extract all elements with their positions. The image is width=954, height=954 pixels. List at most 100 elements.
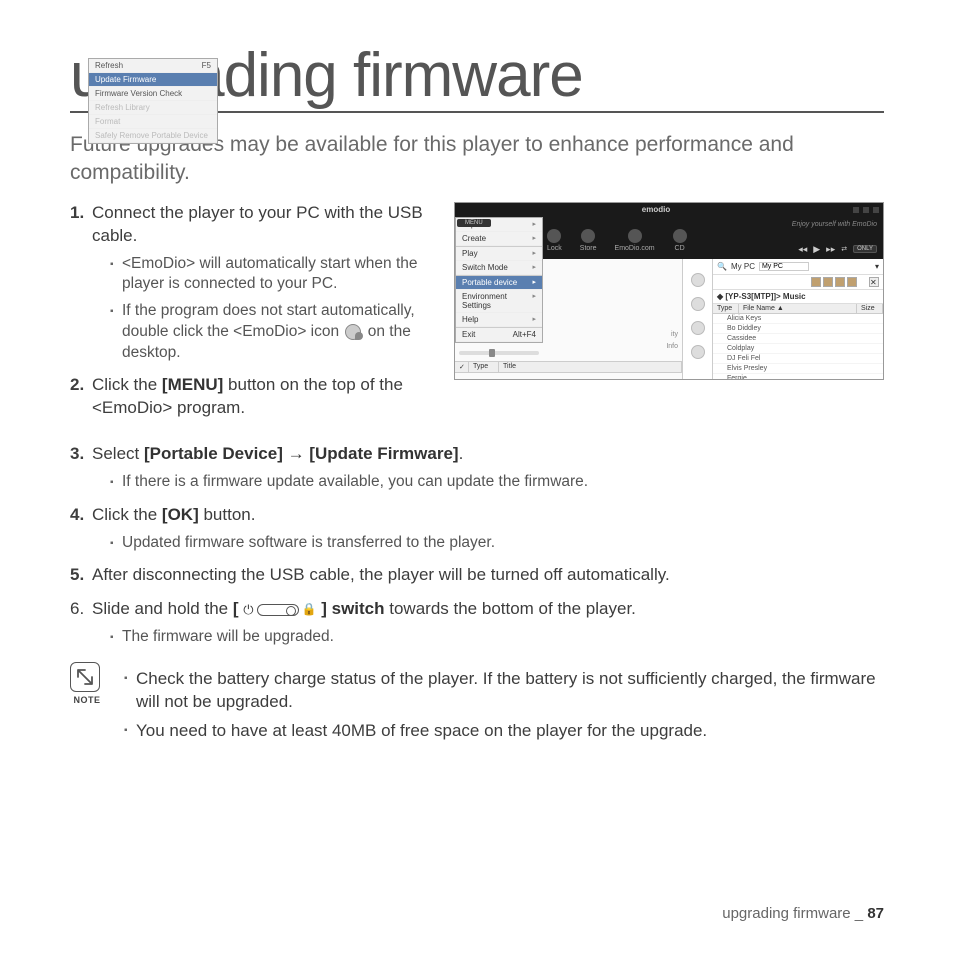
menu-env-settings[interactable]: Environment Settings▸	[456, 290, 542, 313]
note-block: NOTE Check the battery charge status of …	[70, 662, 884, 749]
tool-icon-1[interactable]	[811, 277, 821, 287]
note-icon	[70, 662, 100, 692]
emodio-logo: emodio	[642, 205, 670, 214]
note-icon-container: NOTE	[70, 662, 104, 705]
step-4-number: 4.	[70, 503, 84, 527]
toolbar-cd[interactable]: CD	[673, 229, 687, 252]
mid-icon-1[interactable]	[691, 273, 705, 287]
col-title[interactable]: Title	[499, 362, 682, 372]
submenu-refresh-lib[interactable]: Refresh Library	[89, 101, 217, 115]
step-4-bold: [OK]	[162, 505, 199, 524]
power-icon: ⏻	[243, 601, 253, 619]
menu-help[interactable]: Help▸	[456, 313, 542, 327]
shuffle-icon[interactable]: ⇄	[841, 245, 847, 253]
step-1-sub-2: If the program does not start automatica…	[110, 301, 440, 364]
toolbar-emodio[interactable]: EmoDio.com	[615, 229, 655, 252]
menu-switch-mode[interactable]: Switch Mode▸	[456, 261, 542, 275]
step-6-text-a: Slide and hold the	[92, 599, 233, 618]
col-type-left[interactable]: Type	[469, 362, 499, 372]
col-filename[interactable]: File Name ▲	[739, 304, 857, 313]
minimize-icon[interactable]	[853, 207, 859, 213]
submenu-safely-remove[interactable]: Safely Remove Portable Device	[89, 129, 217, 143]
top-content-row: 1. Connect the player to your PC with th…	[70, 202, 884, 430]
main-menu-dropdown[interactable]: Import▸ Create▸ Play▸ Switch Mode▸ Porta…	[455, 217, 543, 343]
tool-icon-3[interactable]	[835, 277, 845, 287]
file-row[interactable]: Alicia Keys	[713, 314, 883, 324]
portable-device-submenu[interactable]: RefreshF5 Update Firmware Firmware Versi…	[88, 58, 218, 144]
slider-knob[interactable]	[489, 349, 495, 357]
banner-text: Enjoy yourself with EmoDio	[792, 221, 877, 228]
tool-icon-2[interactable]	[823, 277, 833, 287]
menu-create[interactable]: Create▸	[456, 232, 542, 246]
file-row[interactable]: Cassidee	[713, 334, 883, 344]
emodio-icon	[628, 229, 642, 243]
cd-icon	[673, 229, 687, 243]
footer-page-number: 87	[867, 905, 884, 922]
file-row[interactable]: DJ Feli Fel	[713, 354, 883, 364]
toolbar-lock[interactable]: Lock	[547, 229, 562, 252]
menu-play[interactable]: Play▸	[456, 246, 542, 261]
note-item-1: Check the battery charge status of the p…	[124, 668, 884, 714]
play-icon[interactable]: ▶	[813, 244, 820, 255]
zoom-slider[interactable]	[459, 351, 539, 355]
step-6-bracket-close: ] switch	[321, 599, 384, 618]
playback-controls[interactable]: ◂◂ ▶ ▸▸ ⇄ ONLY	[798, 244, 877, 255]
step-1-text: Connect the player to your PC with the U…	[92, 203, 423, 245]
mid-icon-2[interactable]	[691, 297, 705, 311]
submenu-format[interactable]: Format	[89, 115, 217, 129]
toolbar-store[interactable]: Store	[580, 229, 597, 252]
window-controls[interactable]	[853, 207, 879, 213]
store-icon	[581, 229, 595, 243]
footer-text: upgrading firmware _	[722, 905, 867, 922]
step-6: 6. Slide and hold the [ ⏻ 🔒 ] switch tow…	[70, 597, 884, 648]
submenu-refresh[interactable]: RefreshF5	[89, 59, 217, 73]
step-6-bracket-open: [	[233, 599, 239, 618]
next-icon[interactable]: ▸▸	[826, 244, 835, 255]
maximize-icon[interactable]	[863, 207, 869, 213]
step-3: 3. Select [Portable Device] → [Update Fi…	[70, 442, 884, 493]
file-row[interactable]: Bo Diddley	[713, 324, 883, 334]
close-icon[interactable]	[873, 207, 879, 213]
menu-exit[interactable]: ExitAlt+F4	[456, 327, 542, 342]
col-type[interactable]: Type	[713, 304, 739, 313]
step-1-number: 1.	[70, 202, 84, 225]
mypc-label: My PC	[731, 262, 755, 271]
menu-portable-device[interactable]: Portable device▸	[456, 275, 542, 290]
toolbar-icons: Lock Store EmoDio.com CD	[547, 217, 687, 259]
tool-icon-4[interactable]	[847, 277, 857, 287]
emodio-window: emodio MENU Import▸ Create▸ Play▸ Switch…	[454, 202, 884, 380]
close-panel-icon[interactable]: ✕	[869, 277, 879, 287]
step-1-sub-1: <EmoDio> will automatically start when t…	[110, 254, 440, 296]
menu-button[interactable]: MENU	[457, 219, 491, 227]
file-row[interactable]: Fergie	[713, 374, 883, 379]
step-1: 1. Connect the player to your PC with th…	[70, 202, 440, 364]
step-2: 2. Click the [MENU] button on the top of…	[70, 374, 440, 420]
search-icon[interactable]: 🔍	[717, 262, 727, 271]
step-2-bold: [MENU]	[162, 375, 223, 394]
file-list[interactable]: Alicia Keys Bo Diddley Cassidee Coldplay…	[713, 314, 883, 379]
col-check[interactable]: ✓	[455, 362, 469, 372]
prev-icon[interactable]: ◂◂	[798, 244, 807, 255]
step-3-text-a: Select	[92, 444, 144, 463]
step-4: 4. Click the [OK] button. Updated firmwa…	[70, 503, 884, 554]
step-6-sub: The firmware will be upgraded.	[110, 627, 884, 648]
step-5: 5. After disconnecting the USB cable, th…	[70, 563, 884, 587]
breadcrumb-path: ◆ [YP-S3[MTP]]> Music	[713, 290, 883, 304]
only-button[interactable]: ONLY	[853, 245, 877, 253]
emodio-toolbar: MENU Import▸ Create▸ Play▸ Switch Mode▸ …	[455, 217, 883, 259]
file-row[interactable]: Coldplay	[713, 344, 883, 354]
mid-icon-3[interactable]	[691, 321, 705, 335]
emodio-desktop-icon	[343, 324, 363, 340]
step-4-text-b: button.	[199, 505, 256, 524]
file-columns: Type File Name ▲ Size	[713, 304, 883, 314]
col-size[interactable]: Size	[857, 304, 883, 313]
file-row[interactable]: Elvis Presley	[713, 364, 883, 374]
submenu-update-firmware[interactable]: Update Firmware	[89, 73, 217, 87]
path-input[interactable]	[759, 262, 809, 271]
mid-icon-4[interactable]	[691, 345, 705, 359]
submenu-fw-check[interactable]: Firmware Version Check	[89, 87, 217, 101]
overlay-info: Info	[650, 341, 678, 353]
steps-1-2: 1. Connect the player to your PC with th…	[70, 202, 440, 430]
switch-track-icon	[257, 604, 299, 616]
right-pane: 🔍 My PC ▾ ✕ ◆ [YP-S3[MTP]]> Music	[713, 259, 883, 379]
